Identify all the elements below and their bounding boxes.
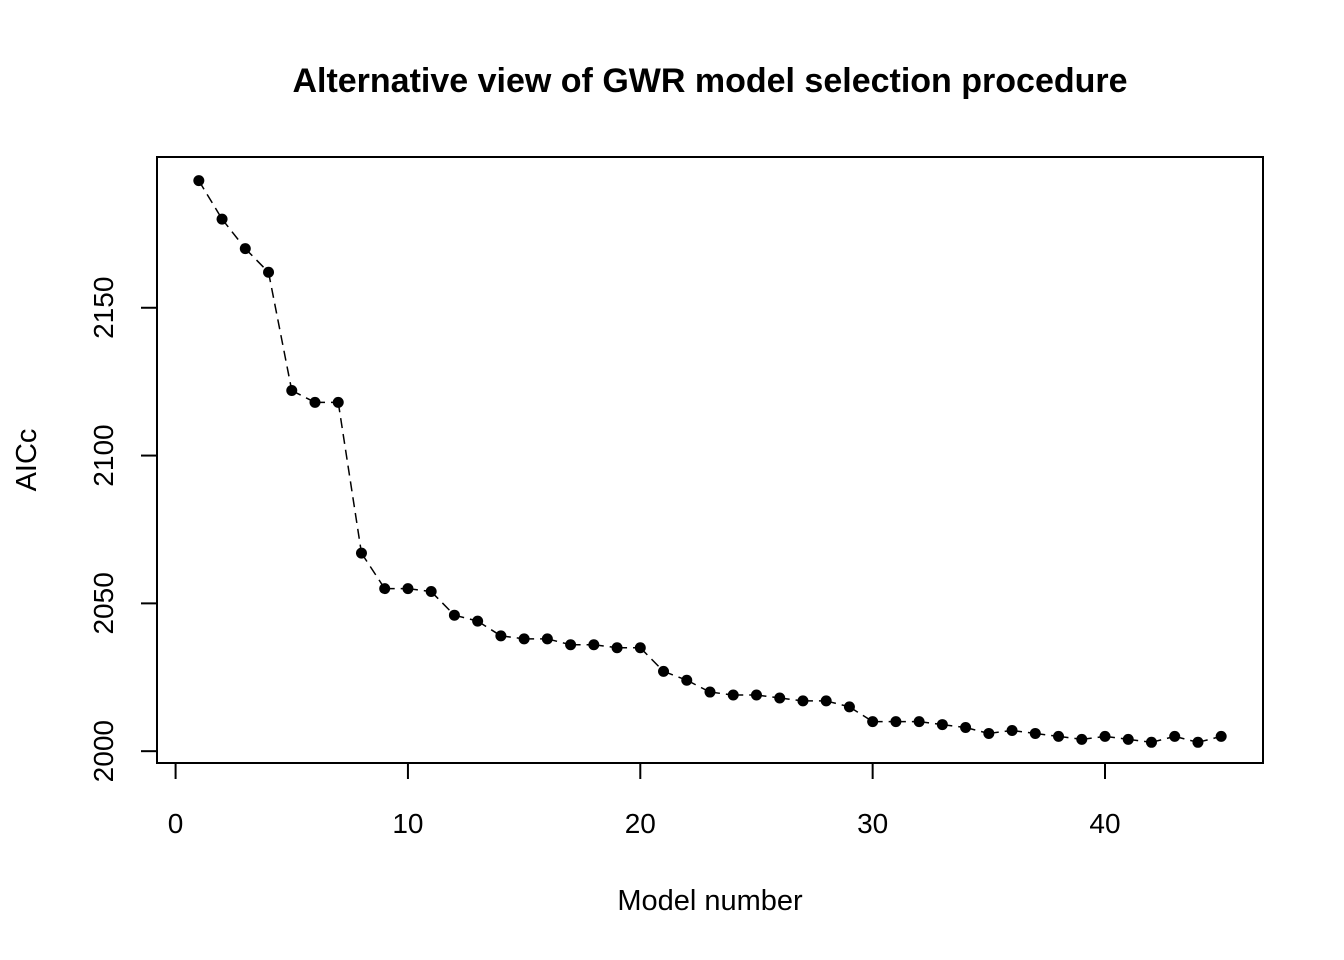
data-point — [983, 727, 995, 739]
data-point — [216, 213, 228, 225]
data-point — [658, 665, 670, 677]
connector-lines — [198, 180, 1222, 744]
data-point — [913, 716, 925, 728]
connector-segment — [267, 272, 293, 391]
data-point — [704, 686, 716, 698]
chart-title: Alternative view of GWR model selection … — [292, 62, 1127, 100]
data-point — [1122, 733, 1134, 745]
data-point — [1029, 727, 1041, 739]
data-point — [402, 583, 414, 595]
x-tick-label: 20 — [625, 808, 656, 839]
data-point — [1099, 730, 1111, 742]
data-point — [472, 615, 484, 627]
data-point — [820, 695, 832, 707]
connector-segment — [244, 248, 270, 273]
connector-segment — [337, 402, 363, 554]
x-tick-label: 10 — [392, 808, 423, 839]
data-point — [774, 692, 786, 704]
y-axis-label: AICc — [11, 429, 43, 492]
connector-segment — [221, 218, 246, 250]
data-point — [681, 674, 693, 686]
connector-segment — [639, 647, 665, 672]
data-point — [1215, 730, 1227, 742]
x-axis-label: Model number — [617, 885, 803, 917]
data-point — [495, 630, 507, 642]
data-point — [890, 716, 902, 728]
y-tick-label: 2150 — [88, 277, 119, 339]
data-point — [843, 701, 855, 713]
data-point — [727, 689, 739, 701]
data-point — [239, 243, 251, 255]
data-point — [867, 716, 879, 728]
data-point — [750, 689, 762, 701]
data-point — [193, 175, 205, 187]
connector-segment — [430, 591, 455, 616]
data-point — [332, 396, 344, 408]
plot-frame — [156, 156, 1264, 764]
data-point — [309, 396, 321, 408]
data-points — [193, 175, 1227, 748]
data-point — [425, 586, 437, 598]
data-point — [936, 719, 948, 731]
x-tick-label: 30 — [857, 808, 888, 839]
y-tick-label: 2000 — [88, 720, 119, 782]
x-tick-label: 40 — [1089, 808, 1120, 839]
data-point — [1006, 724, 1018, 736]
data-point — [1145, 736, 1157, 748]
y-tick-label: 2050 — [88, 572, 119, 634]
connector-segment — [360, 552, 386, 590]
data-point — [611, 642, 623, 654]
data-point — [1053, 730, 1065, 742]
data-point — [355, 547, 367, 559]
data-point — [286, 385, 298, 397]
data-point — [797, 695, 809, 707]
y-axis: 2000 2050 2100 2150 — [88, 277, 158, 782]
data-point — [634, 642, 646, 654]
data-point — [1169, 730, 1181, 742]
data-point — [1076, 733, 1088, 745]
data-point — [379, 583, 391, 595]
connector-segment — [198, 180, 223, 220]
data-point — [960, 722, 972, 734]
data-point — [1192, 736, 1204, 748]
data-point — [518, 633, 530, 645]
data-point — [263, 266, 275, 278]
data-point — [448, 609, 460, 621]
x-tick-label: 0 — [168, 808, 184, 839]
data-point — [588, 639, 600, 651]
x-axis: 0 10 20 30 40 — [168, 762, 1121, 839]
data-point — [541, 633, 553, 645]
data-point — [565, 639, 577, 651]
y-tick-label: 2100 — [88, 424, 119, 486]
